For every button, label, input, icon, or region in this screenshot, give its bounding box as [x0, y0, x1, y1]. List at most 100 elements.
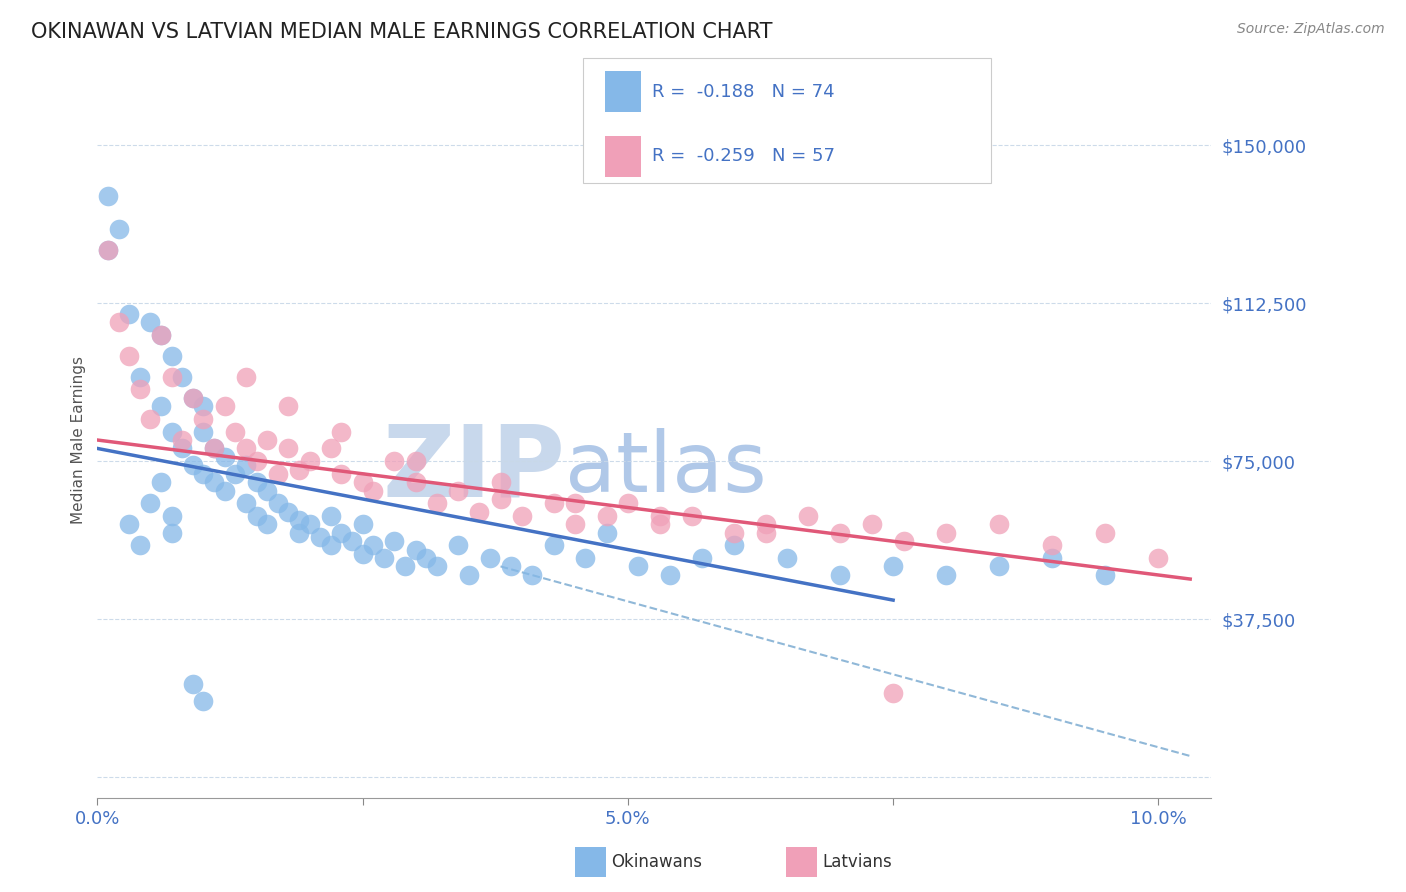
Point [118, 517, 141, 532]
Point [214, 400, 236, 414]
Point [150, 475, 173, 490]
Point [1040, 551, 1063, 566]
Point [405, 542, 427, 557]
Point [235, 458, 257, 473]
Point [288, 525, 311, 540]
Point [352, 475, 374, 490]
Point [340, 534, 363, 549]
Point [723, 538, 745, 552]
Point [489, 475, 512, 490]
Point [235, 496, 257, 510]
Point [543, 496, 565, 510]
Point [935, 567, 957, 582]
Point [235, 369, 257, 384]
Point [352, 547, 374, 561]
Point [893, 534, 915, 549]
Point [118, 307, 141, 321]
Point [457, 567, 479, 582]
Point [107, 315, 129, 329]
Point [181, 677, 204, 691]
Point [267, 496, 290, 510]
Point [723, 525, 745, 540]
Point [595, 508, 617, 523]
Point [128, 538, 150, 552]
Point [256, 433, 278, 447]
Text: OKINAWAN VS LATVIAN MEDIAN MALE EARNINGS CORRELATION CHART: OKINAWAN VS LATVIAN MEDIAN MALE EARNINGS… [31, 22, 772, 42]
Point [277, 442, 299, 456]
Point [160, 508, 183, 523]
Point [288, 462, 311, 476]
Point [828, 567, 851, 582]
Point [681, 508, 703, 523]
Text: Okinawans: Okinawans [612, 853, 703, 871]
Point [214, 483, 236, 498]
Point [319, 442, 342, 456]
Point [860, 517, 883, 532]
Point [755, 517, 778, 532]
Text: atlas: atlas [565, 428, 768, 509]
Point [543, 538, 565, 552]
Point [160, 525, 183, 540]
Point [181, 391, 204, 405]
Point [193, 412, 215, 426]
Point [595, 525, 617, 540]
Point [489, 491, 512, 506]
Point [97, 244, 120, 258]
Point [564, 517, 586, 532]
Point [245, 508, 267, 523]
Point [394, 559, 416, 574]
Point [797, 508, 820, 523]
Point [405, 475, 427, 490]
Point [330, 525, 353, 540]
Point [478, 551, 501, 566]
Point [882, 686, 904, 700]
Point [510, 508, 533, 523]
Point [384, 534, 406, 549]
Point [128, 383, 150, 397]
Point [172, 369, 194, 384]
Point [1094, 567, 1116, 582]
Text: Source: ZipAtlas.com: Source: ZipAtlas.com [1237, 22, 1385, 37]
Point [988, 559, 1011, 574]
Point [202, 442, 225, 456]
Point [384, 454, 406, 468]
Y-axis label: Median Male Earnings: Median Male Earnings [72, 356, 86, 524]
Point [1147, 551, 1170, 566]
Point [245, 454, 267, 468]
Point [160, 349, 183, 363]
Point [330, 425, 353, 439]
Point [224, 425, 246, 439]
Point [160, 369, 183, 384]
Point [447, 538, 470, 552]
Point [150, 400, 173, 414]
Point [298, 517, 321, 532]
Point [202, 475, 225, 490]
Point [256, 517, 278, 532]
Point [235, 442, 257, 456]
Point [1094, 525, 1116, 540]
Point [150, 327, 173, 342]
Point [139, 412, 162, 426]
Point [160, 425, 183, 439]
Point [361, 483, 384, 498]
Point [277, 400, 299, 414]
Point [1040, 538, 1063, 552]
Point [97, 188, 120, 202]
Point [755, 525, 778, 540]
Point [426, 559, 449, 574]
Point [202, 442, 225, 456]
Text: Latvians: Latvians [823, 853, 893, 871]
Point [118, 349, 141, 363]
Text: ZIP: ZIP [382, 420, 565, 517]
Point [415, 551, 437, 566]
Point [648, 508, 671, 523]
Point [128, 369, 150, 384]
Point [172, 433, 194, 447]
Point [935, 525, 957, 540]
Point [277, 505, 299, 519]
Point [882, 559, 904, 574]
Point [648, 517, 671, 532]
Point [139, 496, 162, 510]
Point [107, 222, 129, 236]
Point [373, 551, 395, 566]
